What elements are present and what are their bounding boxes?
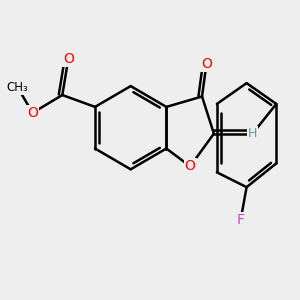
Text: O: O	[27, 106, 38, 120]
Text: O: O	[63, 52, 74, 66]
Text: F: F	[237, 213, 245, 227]
Text: O: O	[185, 159, 196, 173]
Text: CH₃: CH₃	[7, 81, 28, 94]
Text: H: H	[248, 127, 257, 140]
Text: O: O	[201, 57, 212, 71]
